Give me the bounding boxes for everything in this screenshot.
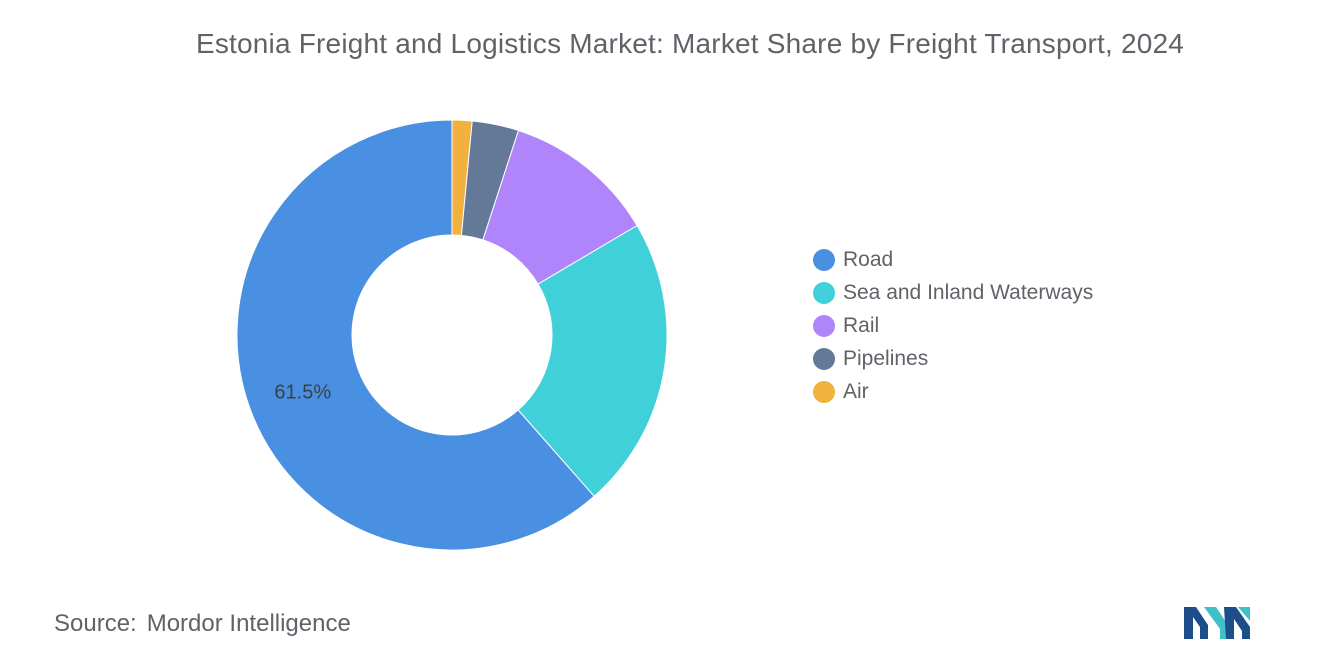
legend-label: Road <box>843 247 894 271</box>
legend-label: Sea and Inland Waterways <box>843 280 1094 304</box>
data-label-road: 61.5% <box>274 381 331 403</box>
donut-data-labels: 61.5% <box>274 381 331 403</box>
legend-swatch <box>813 380 835 403</box>
legend-label: Pipelines <box>843 346 929 370</box>
legend-swatch <box>813 314 835 337</box>
legend-item-pipelines: Pipelines <box>813 342 1093 375</box>
source-note: Source: Mordor Intelligence <box>54 610 351 638</box>
legend-swatch <box>813 347 835 370</box>
legend-item-sea-and-inland-waterways: Sea and Inland Waterways <box>813 276 1093 309</box>
source-label: Source: <box>54 610 137 637</box>
donut-slices <box>236 119 668 551</box>
legend-item-road: Road <box>813 243 1093 276</box>
chart-legend: Road Sea and Inland Waterways Rail Pipeline… <box>813 243 1093 408</box>
source-value: Mordor Intelligence <box>146 610 351 637</box>
legend-label: Air <box>843 379 869 403</box>
legend-item-air: Air <box>813 375 1093 408</box>
donut-slice-road <box>236 119 595 551</box>
legend-label: Rail <box>843 313 880 337</box>
legend-swatch <box>813 281 835 304</box>
legend-swatch <box>813 248 835 271</box>
legend-item-rail: Rail <box>813 309 1093 342</box>
chart-title: Estonia Freight and Logistics Market: Ma… <box>195 28 1185 59</box>
mordor-intelligence-logo-icon <box>1184 607 1250 639</box>
donut-slice-sea-and-inland-waterways <box>517 224 668 497</box>
